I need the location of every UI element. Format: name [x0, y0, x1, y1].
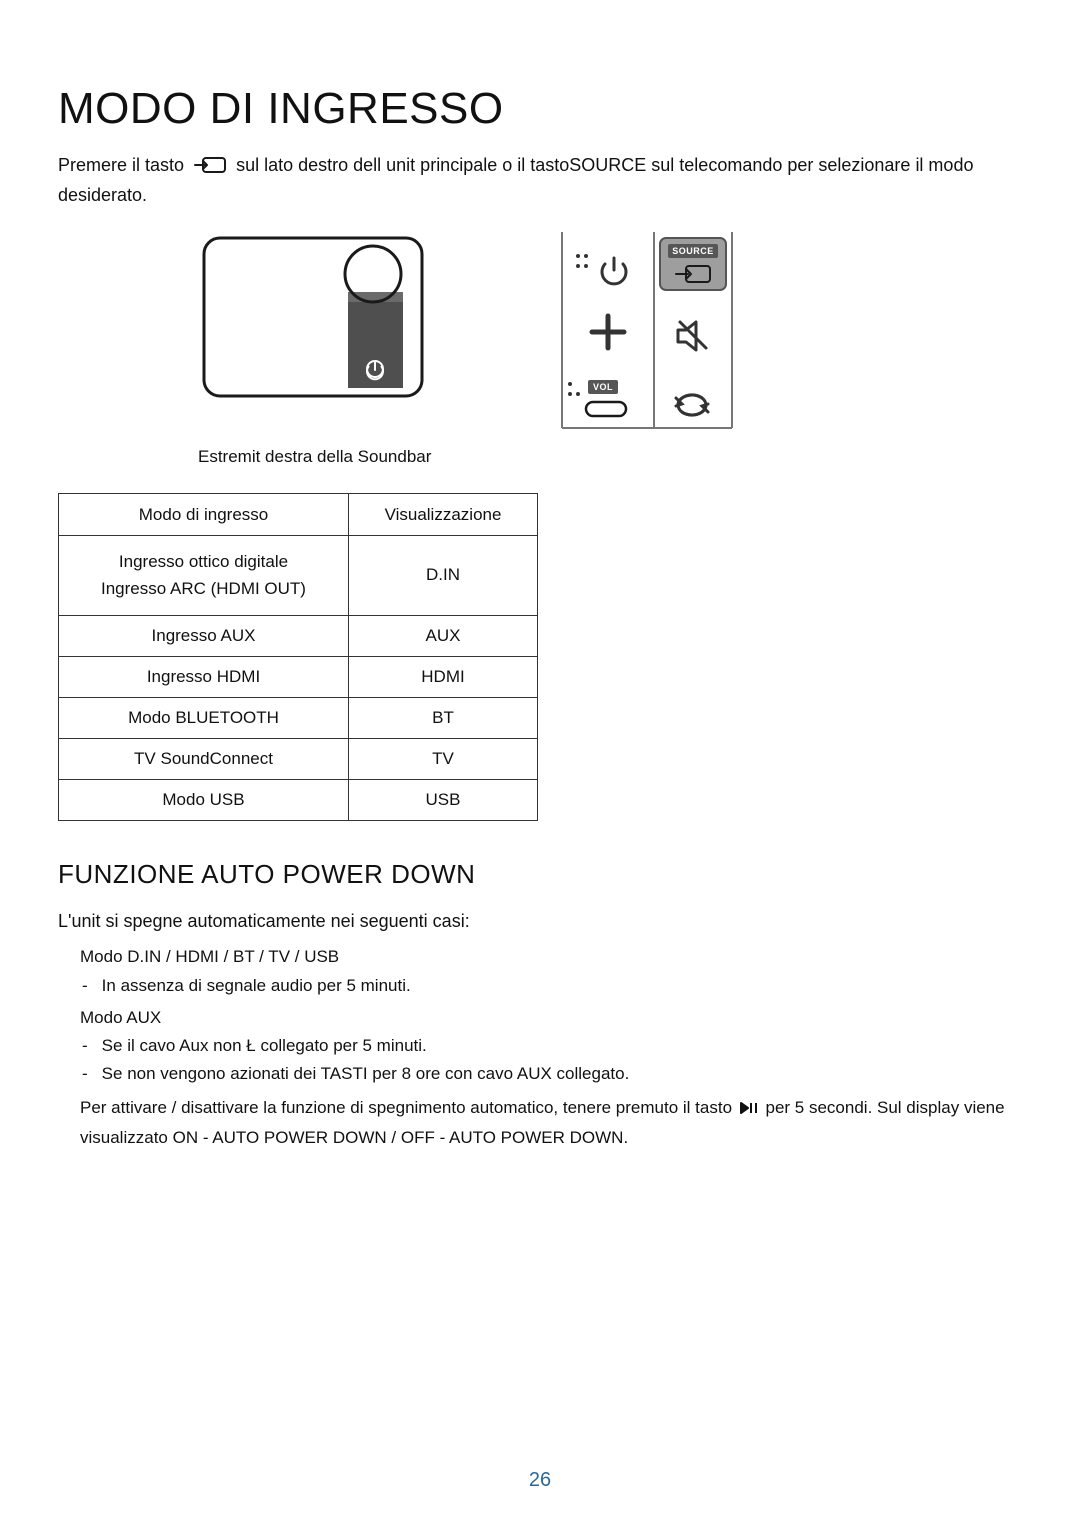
apd-mode1-label: Modo D.IN / HDMI / BT / TV / USB — [80, 943, 1022, 971]
display-cell: TV — [349, 738, 538, 779]
apd-mode2-item: Se non vengono azionati dei TASTI per 8 … — [80, 1060, 1022, 1088]
input-mode-table: Modo di ingresso Visualizzazione Ingress… — [58, 493, 538, 820]
table-row: Modo USB USB — [59, 779, 538, 820]
table-row: Modo BLUETOOTH BT — [59, 697, 538, 738]
display-cell: AUX — [349, 615, 538, 656]
intro-paragraph: Premere il tasto sul lato destro dell un… — [58, 152, 1022, 208]
apd-list: Modo D.IN / HDMI / BT / TV / USB In asse… — [58, 943, 1022, 1151]
apd-toggle-line: Per attivare / disattivare la funzione d… — [80, 1094, 1022, 1152]
source-inline-icon — [193, 155, 227, 182]
page-title: MODO DI INGRESSO — [58, 84, 1022, 134]
intro-text-after: sul lato destro dell unit principale o i… — [236, 155, 569, 175]
display-cell: HDMI — [349, 656, 538, 697]
table-row: Ingresso AUX AUX — [59, 615, 538, 656]
mode-cell: Modo USB — [59, 779, 349, 820]
table-row: Ingresso HDMI HDMI — [59, 656, 538, 697]
col-header-mode: Modo di ingresso — [59, 494, 349, 536]
apd-mode1-item: In assenza di segnale audio per 5 minuti… — [80, 972, 1022, 1000]
apd-intro: L'unit si spegne automaticamente nei seg… — [58, 908, 1022, 936]
display-cell: BT — [349, 697, 538, 738]
mode-cell-line1: Ingresso ottico digitale — [119, 552, 288, 571]
play-pause-inline-icon — [739, 1096, 759, 1124]
apd-mode2-item: Se il cavo Aux non Ł collegato per 5 min… — [80, 1032, 1022, 1060]
intro-source-word: SOURCE — [569, 155, 646, 175]
mode-cell-line2: Ingresso ARC (HDMI OUT) — [101, 579, 306, 598]
remote-figure: SOURCE — [548, 232, 738, 437]
mode-cell: Ingresso AUX — [59, 615, 349, 656]
table-row: Ingresso ottico digitale Ingresso ARC (H… — [59, 536, 538, 615]
display-cell: D.IN — [349, 536, 538, 615]
remote-vol-label: VOL — [593, 382, 613, 392]
subheading: FUNZIONE AUTO POWER DOWN — [58, 859, 1022, 890]
soundbar-figure — [198, 232, 428, 407]
soundbar-caption: Estremit destra della Soundbar — [198, 447, 1022, 467]
table-row: TV SoundConnect TV — [59, 738, 538, 779]
mode-cell: Modo BLUETOOTH — [59, 697, 349, 738]
apd-mode2-label: Modo AUX — [80, 1004, 1022, 1032]
intro-text-before: Premere il tasto — [58, 155, 184, 175]
mode-cell: Ingresso HDMI — [59, 656, 349, 697]
display-cell: USB — [349, 779, 538, 820]
col-header-display: Visualizzazione — [349, 494, 538, 536]
page-number: 26 — [0, 1469, 1080, 1492]
remote-source-label: SOURCE — [672, 246, 714, 256]
mode-cell: TV SoundConnect — [59, 738, 349, 779]
